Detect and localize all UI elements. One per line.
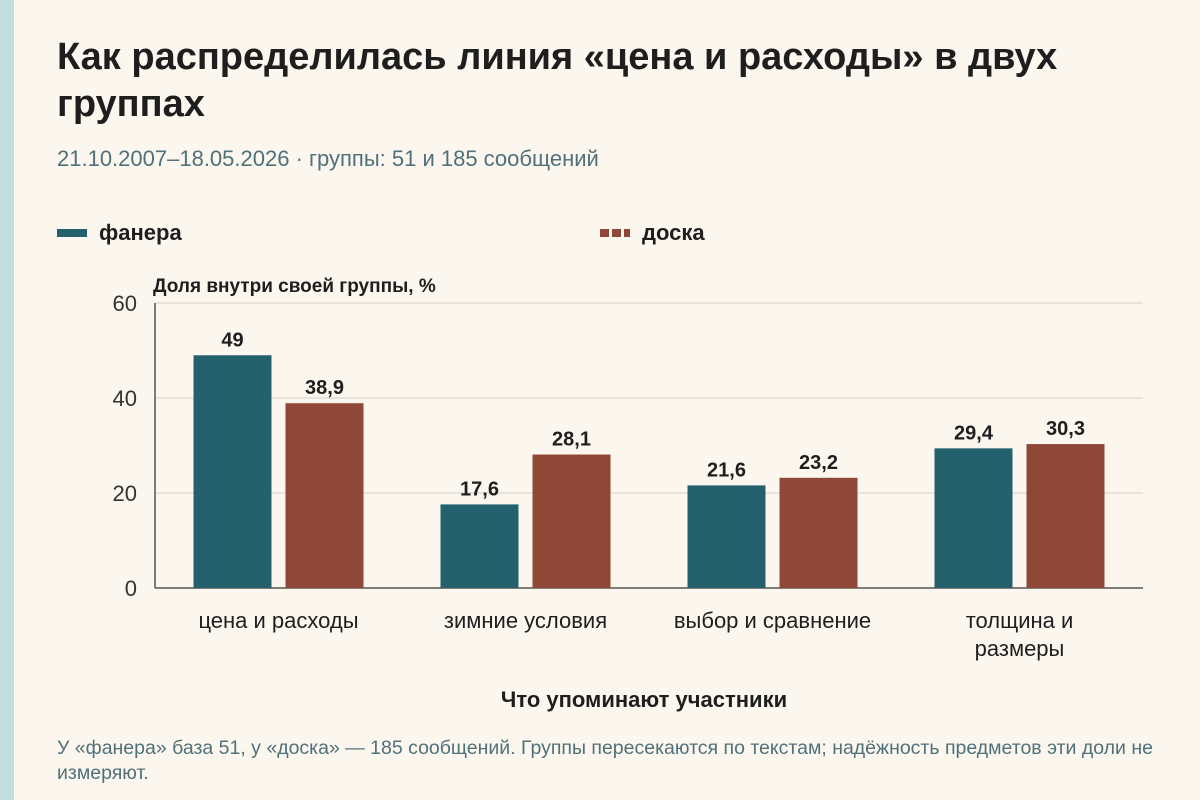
legend-swatch-doska <box>600 229 630 237</box>
legend-swatch-fanera <box>57 229 87 237</box>
x-tick-label: выбор и сравнение <box>674 608 871 633</box>
footnote: У «фанера» база 51, у «доска» — 185 сооб… <box>57 737 1153 784</box>
data-label: 30,3 <box>1046 418 1085 440</box>
x-axis-label: Что упоминают участники <box>501 687 787 712</box>
data-label: 23,2 <box>799 452 838 474</box>
data-label: 28,1 <box>552 429 591 451</box>
data-label: 29,4 <box>954 422 994 444</box>
legend-label-doska: доска <box>642 220 705 245</box>
data-label: 21,6 <box>707 459 746 481</box>
data-label: 49 <box>221 329 243 351</box>
y-tick-label: 20 <box>113 481 137 506</box>
bar-fanera <box>193 355 272 588</box>
data-label: 17,6 <box>460 478 499 500</box>
x-tick-label: зимние условия <box>444 608 607 633</box>
bar-doska <box>779 477 858 588</box>
x-tick-label: цена и расходы <box>198 608 358 633</box>
y-tick-label: 60 <box>113 291 137 316</box>
bar-doska <box>1026 444 1105 588</box>
chart-subtitle: 21.10.2007–18.05.2026 · группы: 51 и 185… <box>57 146 599 171</box>
chart-title: Как распределилась линия «цена и расходы… <box>57 36 1058 125</box>
y-axis-label: Доля внутри своей группы, % <box>153 276 436 297</box>
x-tick-label: толщина и размеры <box>966 608 1074 661</box>
accent-strip <box>0 0 14 800</box>
legend-label-fanera: фанера <box>99 220 182 245</box>
y-tick-label: 0 <box>125 576 137 601</box>
y-tick-label: 40 <box>113 386 137 411</box>
bar-doska <box>285 403 364 588</box>
bar-doska <box>532 454 611 588</box>
legend-item-doska: доска <box>600 220 705 246</box>
bar-fanera <box>687 485 766 588</box>
data-label: 38,9 <box>305 377 344 399</box>
legend-item-fanera: фанера <box>57 220 182 246</box>
bar-fanera <box>440 504 519 588</box>
bar-fanera <box>934 448 1013 588</box>
